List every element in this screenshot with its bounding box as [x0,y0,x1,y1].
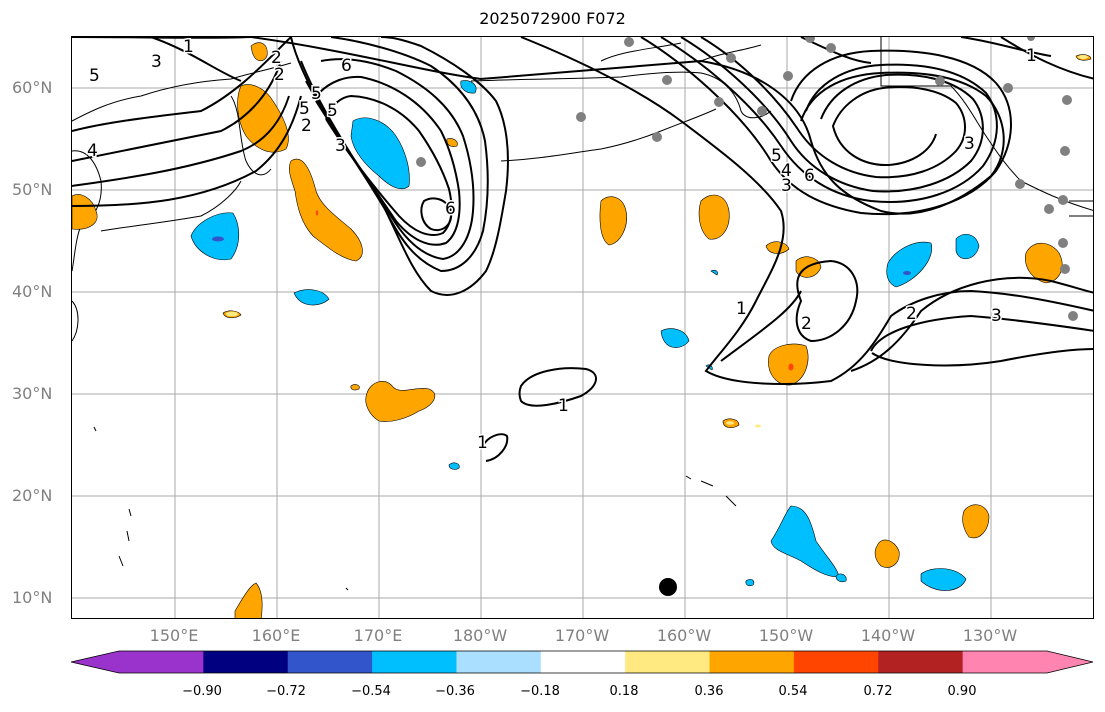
contour-label: 5 [771,146,782,166]
colorbar-extend-low [71,651,119,673]
contour-label: 1 [1026,46,1037,66]
lon-label-140w: 140°W [860,626,916,645]
station-dots [416,37,1078,321]
lon-label-170w: 170°W [554,626,610,645]
contour-label: 1 [736,299,747,319]
map-canvas: 1 2 3 5 4 6 5 3 2 6 5 4 3 6 1 2 3 1 1 3 … [72,37,1093,618]
positive-shading [72,42,1092,618]
colorbar-segment [203,651,289,673]
colorbar [70,650,1094,674]
colorbar-outline [70,650,1094,674]
contour-label: 5 [89,66,100,86]
lat-label-30n: 30°N [12,384,53,403]
colorbar-tick-label: 0.18 [609,684,639,699]
contour-label: 5 [311,84,322,104]
contour-label: 2 [906,304,917,324]
colorbar-tick-label: −0.72 [266,684,306,699]
colorbar-segment [540,651,626,673]
contour-label: 1 [183,37,194,57]
contour-label: 3 [991,306,1002,326]
contour-label: 6 [804,166,815,186]
colorbar-tick-label: −0.54 [351,684,391,699]
light-positive-shading [226,55,1088,428]
lat-label-40n: 40°N [12,282,53,301]
marker-dot [659,578,677,596]
colorbar-segment [119,651,204,673]
colorbar-segments [70,650,1094,674]
lat-label-50n: 50°N [12,180,53,199]
colorbar-tick-label: −0.18 [520,684,560,699]
contour-label: 6 [341,56,352,76]
colorbar-tick-label: −0.90 [182,684,222,699]
contour-label: 2 [271,48,282,68]
colorbar-segment [456,651,542,673]
colorbar-extend-high [1047,651,1093,673]
negative-shading [190,80,980,591]
colorbar-segment [878,651,964,673]
colorbar-segment [372,651,457,673]
contour-label: 3 [781,176,792,196]
colorbar-tick-label: 0.36 [694,684,724,699]
colorbar-tick-label: −0.36 [435,684,475,699]
lon-label-180w: 180°W [452,626,508,645]
colorbar-segment [709,651,795,673]
contour-label: 4 [781,161,792,181]
contour-label-group: 1 2 3 5 4 6 5 3 2 6 5 4 3 6 1 2 3 1 1 3 … [86,37,1039,455]
contour-label: 1 [477,433,488,453]
contour-label: 5 [327,101,338,121]
contour-label: 3 [964,134,975,154]
lon-label-150w: 150°W [758,626,814,645]
colorbar-tick-label: 0.54 [778,684,808,699]
contour-label: 1 [558,396,569,416]
negative-core [212,236,911,275]
contour-label: 2 [274,65,285,85]
colorbar-tick-label: 0.90 [947,684,977,699]
lon-label-150e: 150°E [149,626,199,645]
contour-label: 4 [87,141,98,161]
colorbar-segment [962,651,1048,673]
lat-label-20n: 20°N [12,486,53,505]
lon-label-160w: 160°W [656,626,712,645]
lon-label-130w: 130°W [962,626,1018,645]
colorbar-tick-label: 0.72 [863,684,893,699]
contour-lines [72,37,1093,462]
lat-label-60n: 60°N [12,78,53,97]
contour-label: 6 [445,199,456,219]
lat-label-10n: 10°N [12,588,53,607]
gridlines [72,37,1093,618]
strong-positive-core [315,210,794,371]
contour-label: 5 [299,99,310,119]
colorbar-segment [793,651,879,673]
lon-label-170e: 170°E [353,626,403,645]
contour-label: 3 [151,52,162,72]
colorbar-segment [625,651,711,673]
colorbar-segment [287,651,373,673]
map-title: 2025072900 F072 [479,9,626,28]
map-panel[interactable]: 1 2 3 5 4 6 5 3 2 6 5 4 3 6 1 2 3 1 1 3 … [71,36,1094,619]
contour-label: 2 [301,116,312,136]
contour-label: 3 [335,136,346,156]
lon-label-160e: 160°E [251,626,301,645]
contour-label: 2 [801,314,812,334]
